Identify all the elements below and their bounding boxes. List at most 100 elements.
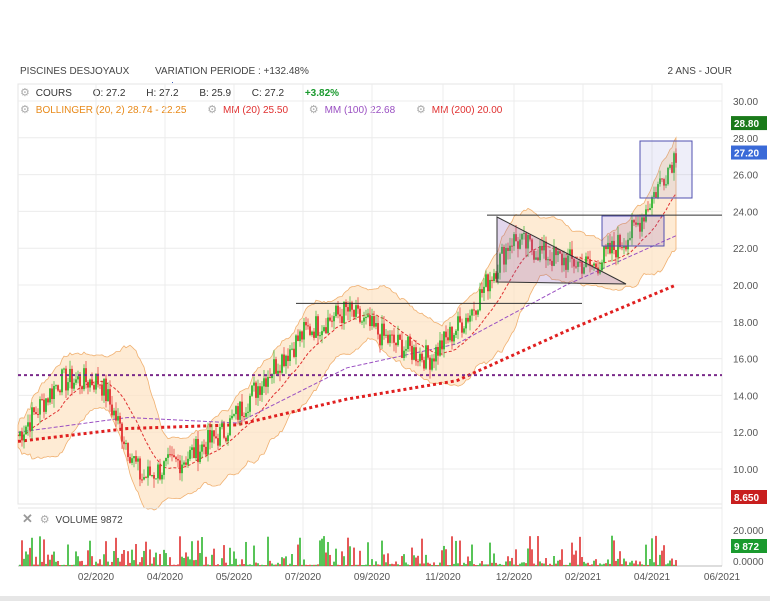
gear-icon[interactable]: ⚙ [308,104,319,116]
volume-label: VOLUME [55,515,98,526]
volume-bar [383,554,385,566]
candle-body [45,398,47,412]
volume-bar [605,563,607,566]
candle-body [401,339,403,358]
candle-body [57,385,59,391]
candle-body [155,478,157,480]
candle-body [315,316,317,338]
close-value: C: 27.2 [251,88,285,99]
candle-body [261,386,263,395]
candle-body [275,359,277,374]
volume-bar [461,565,463,566]
candle-body [313,331,315,338]
volume-bar [277,562,279,566]
cours-label: COURS [35,88,72,99]
candle-body [77,376,79,380]
gear-icon[interactable]: ⚙ [415,104,426,116]
candle-body [327,317,329,334]
volume-bar [521,562,523,566]
x-tick-label: 02/2021 [565,572,602,583]
close-icon[interactable]: ✕ [22,511,33,526]
gear-icon[interactable]: ⚙ [20,104,30,116]
volume-badge: 9 872 [734,542,759,553]
volume-bar [657,564,659,566]
candle-body [537,257,539,261]
candle-body [519,239,521,249]
volume-bar [593,560,595,566]
volume-bar [469,561,471,566]
period-selector[interactable]: 2 ANS - JOUR [667,66,732,77]
volume-bar [93,565,95,566]
volume-bar [659,554,661,566]
candle-body [459,316,461,323]
volume-bar [633,563,635,566]
candle-body [75,379,77,383]
volume-bar [331,564,333,566]
volume-bar [31,537,33,566]
candle-body [595,263,597,268]
candle-body [27,422,29,427]
candle-body [669,164,671,168]
volume-bar [219,564,221,566]
candle-body [623,246,625,248]
stock-title: PISCINES DESJOYAUX [20,66,130,77]
candle-body [483,286,485,293]
gear-icon[interactable]: ⚙ [20,87,30,99]
volume-bar [585,563,587,566]
volume-bar [75,551,77,566]
volume-bar [645,544,647,566]
volume-bar [183,557,185,566]
candle-body [381,323,383,346]
low-value: B: 25.9 [199,88,232,99]
volume-bar [65,564,67,566]
candle-body [269,377,271,379]
candle-body [215,436,217,439]
candle-body [351,302,353,310]
volume-bar [497,564,499,566]
candle-body [349,302,351,312]
volume-bar [53,551,55,566]
volume-bar [245,541,247,566]
candle-body [267,377,269,387]
candle-body [571,249,573,259]
volume-bar [625,561,627,566]
volume-bar [51,554,53,566]
candle-body [481,289,483,293]
volume-bar [541,563,543,566]
volume-bar [325,552,327,566]
scrollbar[interactable] [0,596,770,601]
volume-bar [185,552,187,566]
candle-body [279,370,281,373]
volume-bar [111,561,113,566]
gear-icon[interactable]: ⚙ [207,104,218,116]
candle-body [467,317,469,322]
gear-icon[interactable]: ⚙ [39,514,50,526]
candle-body [579,261,581,263]
candle-body [559,251,561,254]
volume-bar [121,553,123,566]
candle-body [637,222,639,225]
volume-bar [129,562,131,566]
candle-body [335,305,337,317]
volume-bar [557,560,559,566]
candle-body [297,335,299,342]
candle-body [207,430,209,455]
candle-body [245,412,247,417]
volume-bar [321,538,323,566]
candle-body [565,257,567,270]
volume-bar [307,564,309,566]
candle-body [251,385,253,396]
volume-bar [595,559,597,566]
candle-body [671,164,673,173]
candle-body [493,273,495,282]
candle-body [415,347,417,362]
volume-bar [661,550,663,566]
candle-body [585,256,587,268]
candle-body [583,267,585,274]
candle-body [145,477,147,479]
volume-bar [571,542,573,566]
volume-bar [443,545,445,566]
volume-bar [387,553,389,566]
volume-bar [425,554,427,566]
